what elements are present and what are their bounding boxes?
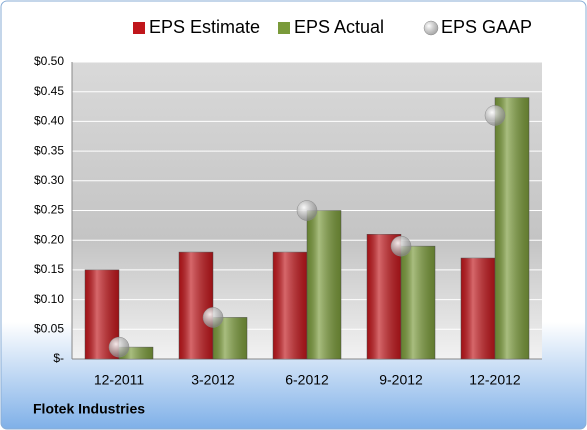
bar-shine — [461, 258, 495, 359]
y-tick-label: $0.15 — [34, 262, 64, 276]
bar-shine — [495, 97, 529, 359]
legend-label: EPS Estimate — [149, 17, 260, 37]
gaap-marker — [202, 307, 224, 328]
legend-label: EPS GAAP — [441, 17, 532, 37]
gaap-marker — [108, 336, 130, 358]
y-tick-label: $0.25 — [34, 203, 64, 217]
y-tick-label: $0.50 — [34, 54, 64, 68]
gaap-marker — [296, 200, 318, 221]
bar-shine — [179, 252, 213, 359]
y-tick-label: $0.10 — [34, 292, 64, 306]
x-tick-label: 12-2011 — [94, 372, 145, 388]
y-tick-label: $0.45 — [34, 84, 64, 98]
gaap-marker — [390, 235, 412, 257]
gaap-marker — [484, 105, 506, 126]
bar-shine — [119, 347, 153, 359]
bar-shine — [367, 234, 401, 359]
y-tick-label: $0.35 — [34, 143, 64, 157]
y-tick-label: $0.30 — [34, 173, 64, 187]
y-tick-label: $0.20 — [34, 232, 64, 246]
y-tick-label: $0.05 — [34, 321, 64, 335]
bar-shine — [273, 252, 307, 359]
y-tick-label: $- — [53, 351, 64, 365]
x-tick-label: 3-2012 — [191, 372, 235, 388]
y-tick-label: $0.40 — [34, 114, 64, 128]
x-tick-label: 12-2012 — [469, 372, 521, 388]
bar-shine — [401, 246, 435, 359]
x-tick-label: 9-2012 — [379, 372, 423, 388]
legend-marker — [133, 22, 145, 34]
legend-label: EPS Actual — [294, 17, 384, 37]
legend-marker — [423, 20, 439, 36]
x-tick-label: 6-2012 — [285, 372, 329, 388]
footer: Flotek Industries — [33, 401, 145, 417]
bar-shine — [307, 210, 341, 359]
legend-marker — [278, 22, 290, 34]
